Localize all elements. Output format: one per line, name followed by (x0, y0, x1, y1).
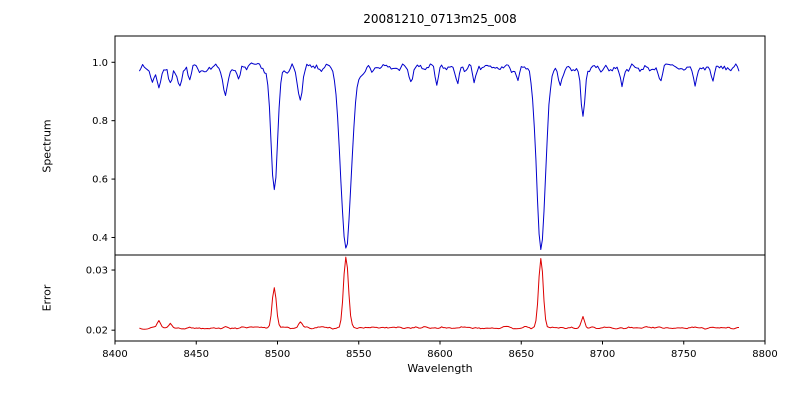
subplot-spectrum: 0.4 0.6 0.8 1.0 (92, 35, 766, 256)
error-line (139, 256, 740, 330)
subplot-error: 0.02 0.03 (86, 254, 766, 342)
x-tick-label: 8450 (184, 349, 209, 360)
x-axis-label: Wavelength (407, 362, 473, 375)
x-tick-label: 8550 (346, 349, 371, 360)
x-tick-label: 8750 (671, 349, 696, 360)
x-axis-ticks: 8400 8450 8500 8550 8600 8650 8700 8750 8800 (102, 341, 778, 360)
x-tick-label: 8500 (265, 349, 290, 360)
spectrum-y-tick-label: 0.4 (92, 233, 108, 244)
error-y-tick-label: 0.02 (86, 326, 108, 337)
spectrum-y-tick-label: 0.8 (92, 116, 108, 127)
x-tick-label: 8650 (509, 349, 534, 360)
x-tick-label: 8600 (427, 349, 452, 360)
x-tick-label: 8400 (102, 349, 127, 360)
error-y-tick-label: 0.03 (86, 266, 108, 277)
x-tick-label: 8800 (752, 349, 777, 360)
spectrum-y-tick-label: 0.6 (92, 175, 108, 186)
spectrum-y-tick-label: 1.0 (92, 58, 108, 69)
spectrum-line (138, 62, 740, 251)
chart-title: 20081210_0713m25_008 (363, 12, 517, 26)
x-tick-label: 8700 (590, 349, 615, 360)
